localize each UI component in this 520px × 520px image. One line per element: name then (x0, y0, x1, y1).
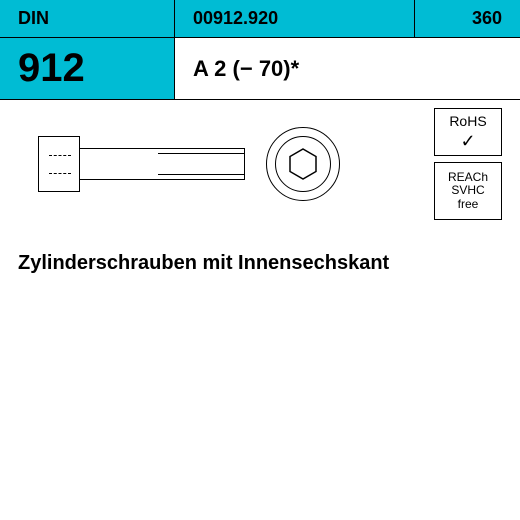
header-row: DIN 00912.920 360 (0, 0, 520, 38)
rohs-badge: RoHS ✓ (434, 108, 502, 156)
header-right-number: 360 (415, 0, 520, 37)
socket-depth-lines (49, 155, 71, 175)
material-spec: A 2 (− 70)* (175, 38, 520, 99)
product-description: Zylinderschrauben mit Innensechskant (18, 252, 389, 275)
header-standard: DIN (0, 0, 175, 37)
reach-badge: REACh SVHC free (434, 162, 502, 220)
header-code: 00912.920 (175, 0, 415, 37)
reach-line3: free (458, 198, 479, 211)
screw-thread (158, 150, 245, 178)
screw-head (38, 136, 80, 192)
reach-line2: SVHC (451, 184, 484, 197)
rohs-label: RoHS (449, 114, 486, 129)
hex-socket-icon (287, 148, 319, 180)
din-number: 912 (0, 38, 175, 99)
screw-diagram (18, 118, 502, 233)
screw-front-view (266, 127, 340, 201)
checkmark-icon: ✓ (460, 132, 475, 150)
spec-row: 912 A 2 (− 70)* (0, 38, 520, 100)
content-area: RoHS ✓ REACh SVHC free Zylinderschrauben… (0, 100, 520, 310)
